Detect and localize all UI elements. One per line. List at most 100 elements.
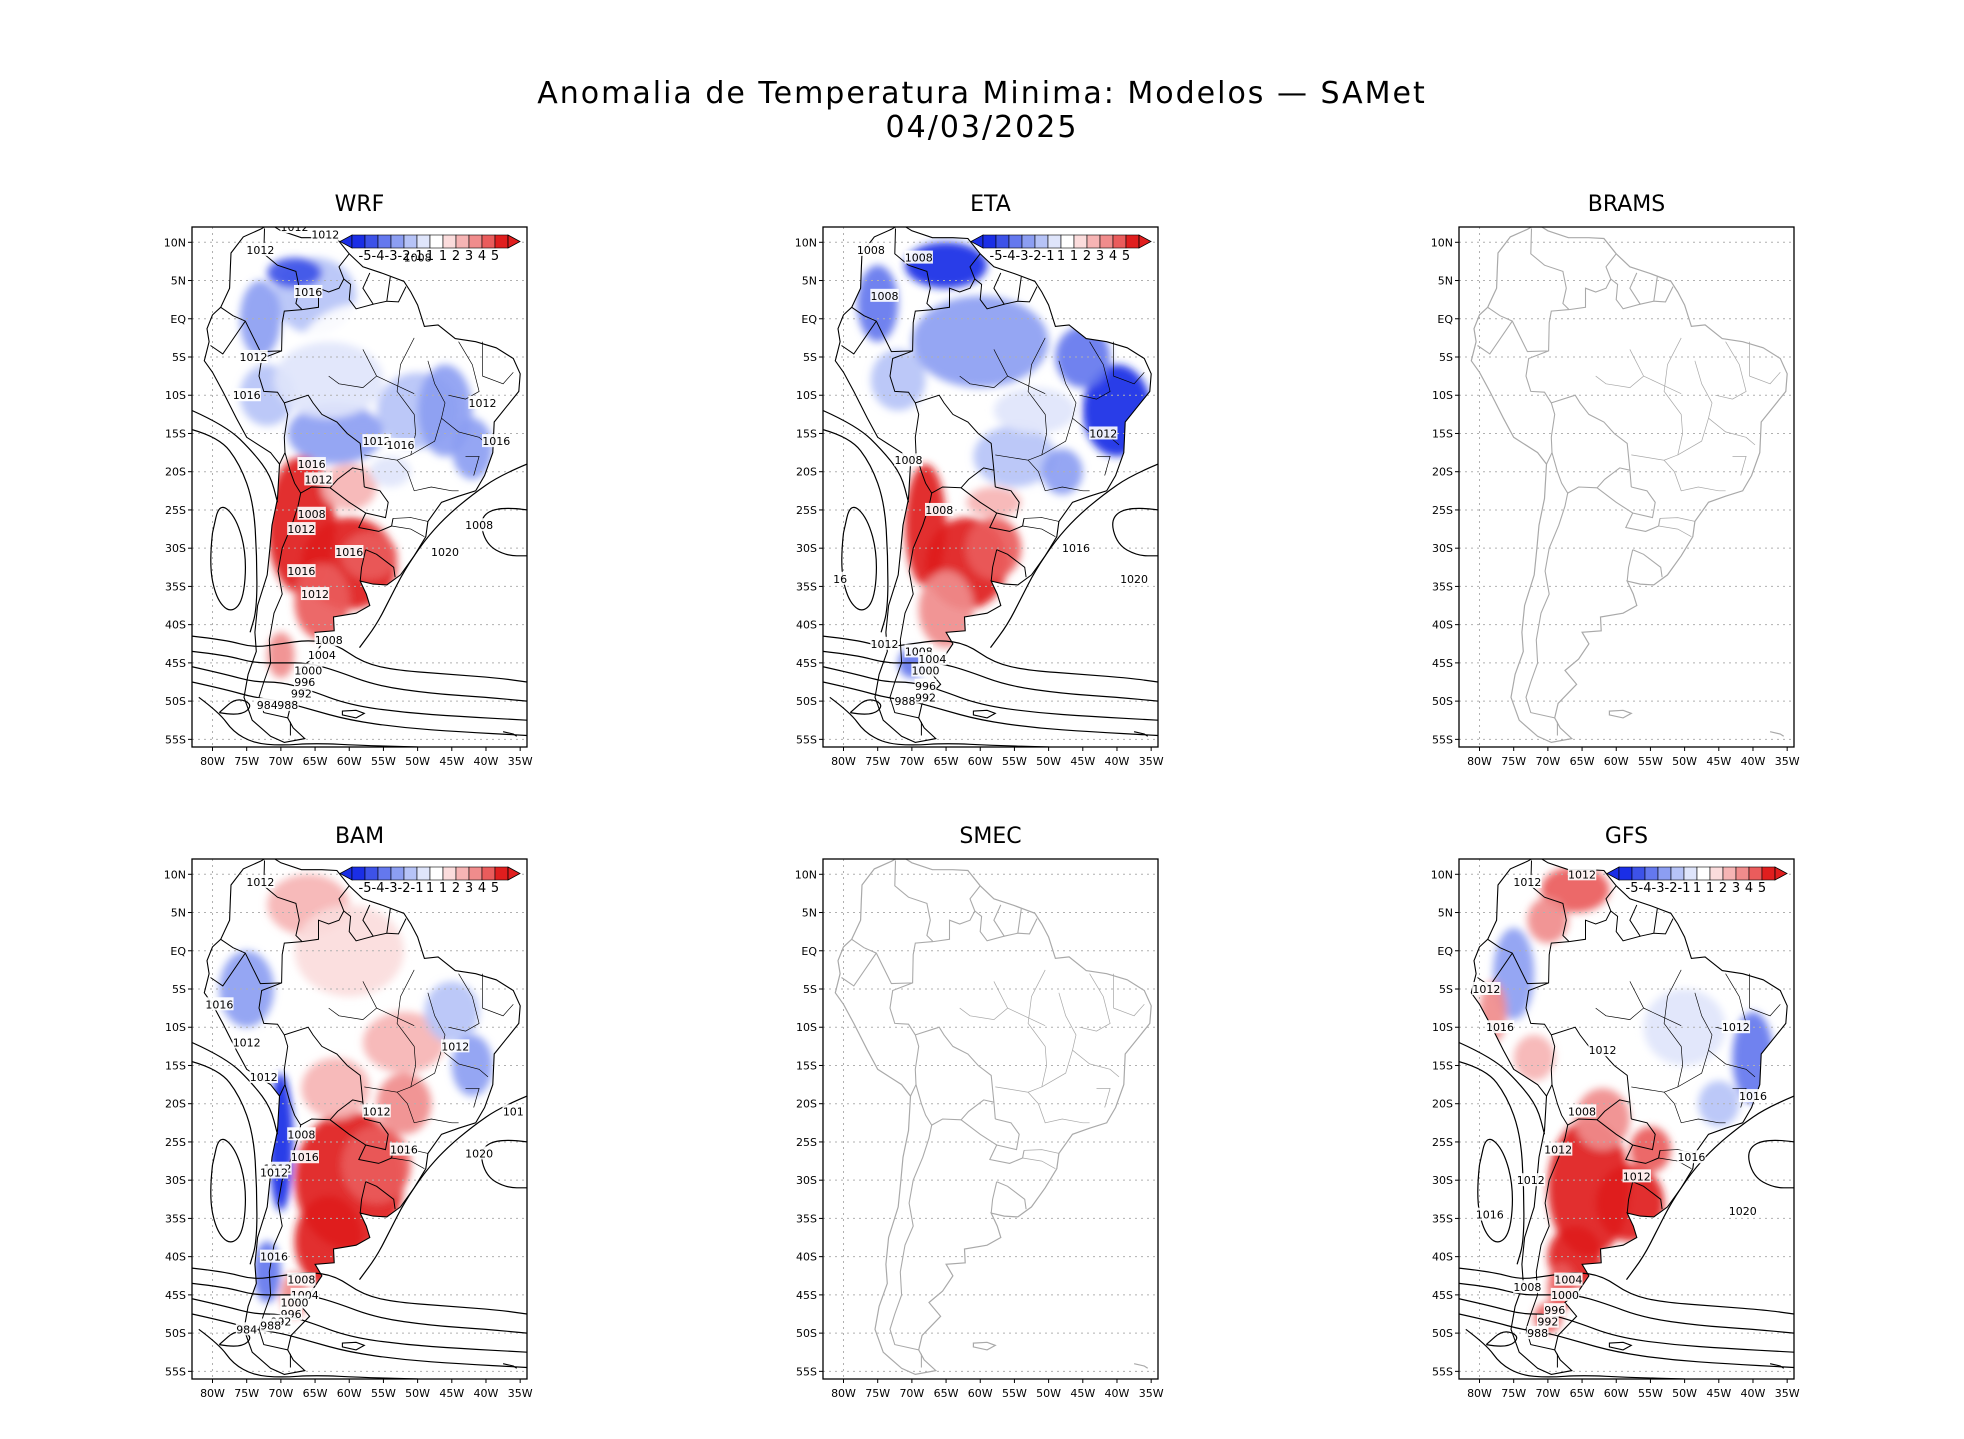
country-border — [841, 952, 877, 987]
lon-tick-label: 35W — [1775, 755, 1800, 768]
lon-tick-label: 50W — [1672, 755, 1697, 768]
lat-tick-label: 10N — [164, 236, 186, 249]
contour-label-bg — [1550, 1287, 1580, 1301]
contour-label: 988 — [1527, 1327, 1548, 1340]
lon-tick-label: 65W — [303, 1387, 328, 1400]
lon-tick-label: 40W — [1105, 755, 1130, 768]
colorbar-label: 3 — [1732, 881, 1740, 896]
lat-tick-label: 55S — [165, 1365, 186, 1378]
isobar-line — [218, 699, 251, 715]
contour-label-bg — [290, 686, 313, 700]
map-frame — [1458, 858, 1795, 1380]
contour-label-bg — [1543, 1142, 1573, 1156]
state-border — [448, 341, 480, 400]
falklands — [1608, 1341, 1633, 1351]
contour-label: 1016 — [298, 458, 326, 471]
lon-tick-label: 60W — [968, 1387, 993, 1400]
contour-label-bg — [430, 545, 460, 558]
country-border — [1551, 394, 1632, 488]
state-border — [448, 973, 480, 1032]
colorbar-swatch — [1060, 234, 1075, 249]
colorbar-swatch — [1618, 866, 1633, 881]
state-border — [1658, 525, 1692, 538]
contour-label: 1004 — [918, 653, 946, 666]
country-border — [258, 350, 289, 465]
contour-label-bg — [1061, 541, 1091, 555]
country-border — [258, 982, 289, 1097]
contour-label-bg — [1728, 1203, 1757, 1217]
country-border — [386, 918, 407, 935]
contour-label: 1012 — [246, 876, 274, 889]
contour-label: 1012 — [1623, 1170, 1651, 1183]
contour-label-bg — [894, 453, 923, 467]
contour-label: 1012 — [311, 229, 339, 242]
country-border — [284, 1026, 365, 1120]
lon-tick-label: 75W — [1501, 1387, 1526, 1400]
colorbar-swatch — [390, 234, 405, 249]
country-border — [359, 549, 367, 582]
lat-tick-label: 10S — [1432, 389, 1453, 402]
contour-label: 1012 — [1722, 1021, 1750, 1034]
country-border — [1596, 486, 1656, 519]
country-border — [284, 1084, 364, 1126]
contour-label: 988 — [277, 699, 298, 712]
anomaly-patch — [287, 402, 384, 465]
contour-label-bg — [1536, 1314, 1559, 1328]
state-border — [1631, 337, 1683, 461]
isobar-line — [823, 650, 1158, 702]
contour-label-bg — [287, 1127, 316, 1141]
lat-tick-label: 15S — [796, 427, 817, 440]
lat-tick-label: 10N — [1431, 236, 1453, 249]
contour-label: 1016 — [390, 1144, 418, 1157]
colorbar-swatch — [442, 234, 457, 249]
contour-label: 1012 — [1513, 876, 1541, 889]
lat-tick-label: 55S — [165, 733, 186, 746]
country-border — [1004, 276, 1022, 305]
country-border — [284, 394, 365, 488]
isobar-line — [192, 1267, 527, 1315]
lon-tick-label: 40W — [1105, 1387, 1130, 1400]
lat-tick-label: 40S — [165, 619, 186, 632]
isobar-line — [210, 1138, 247, 1243]
isobar-line — [192, 666, 527, 721]
state-border — [1058, 992, 1077, 1051]
anomaly-patch — [966, 517, 1022, 579]
colorbar-label: 1 — [426, 249, 434, 264]
state-border — [441, 1049, 489, 1078]
lat-tick-label: 30S — [1432, 1174, 1453, 1187]
lat-tick-label: 55S — [1432, 1365, 1453, 1378]
isobar-line — [823, 409, 910, 503]
country-border — [1596, 1118, 1656, 1151]
contour-label-bg — [307, 648, 337, 662]
lat-tick-label: 5S — [1439, 983, 1453, 996]
contour-label-bg — [293, 675, 316, 688]
country-border — [329, 486, 389, 519]
map-panel-wrf: WRF1012101210121008101610121016101210121… — [164, 192, 533, 768]
lon-tick-label: 80W — [1467, 1387, 1492, 1400]
lon-tick-label: 45W — [1706, 1387, 1731, 1400]
country-border — [1610, 272, 1642, 310]
contour-label-bg — [870, 288, 899, 302]
anomaly-patch — [966, 487, 1022, 518]
country-border — [990, 1181, 998, 1214]
south-georgia — [1133, 1363, 1149, 1369]
lat-tick-label: 5S — [172, 983, 186, 996]
contour-label: 1008 — [287, 1274, 315, 1287]
country-border — [343, 272, 374, 310]
anomaly-field — [1479, 866, 1774, 1334]
lat-tick-label: 25S — [1432, 504, 1453, 517]
contour-label: 1012 — [240, 351, 268, 364]
lon-tick-label: 65W — [934, 755, 959, 768]
south-georgia — [502, 1363, 518, 1369]
lat-tick-label: 20S — [796, 466, 817, 479]
contour-label: 1020 — [431, 546, 459, 559]
contour-label: 1012 — [469, 397, 497, 410]
lon-tick-label: 35W — [508, 1387, 533, 1400]
lat-tick-label: 35S — [796, 1212, 817, 1225]
country-border — [373, 908, 391, 937]
colorbar-label: 4 — [1745, 881, 1753, 896]
contour-label: 1008 — [1568, 1105, 1596, 1118]
colorbar-swatch — [364, 866, 379, 881]
country-border — [1017, 918, 1038, 935]
country-border — [851, 306, 934, 353]
